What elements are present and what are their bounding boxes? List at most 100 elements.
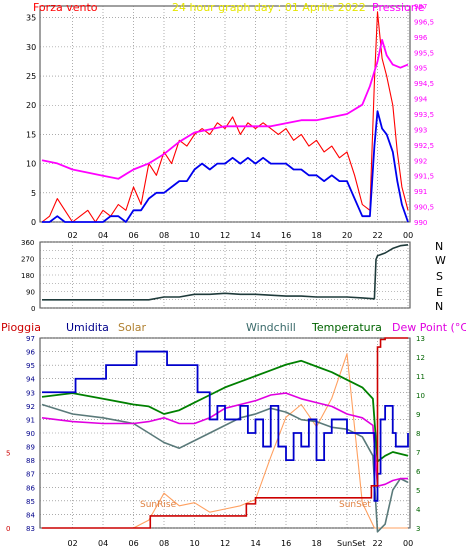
top-x-tick-label: 14 [251, 231, 261, 240]
bottom-y-left-tick-label: 92 [26, 403, 35, 411]
top-y-left-tick-label: 35 [26, 14, 36, 23]
wind-dir-tick-label: 360 [21, 239, 34, 247]
top-y-right-tick-label: 995,5 [414, 49, 434, 57]
compass-n-top: N [435, 240, 444, 253]
bottom-y-left-tick-label: 83 [26, 525, 35, 533]
wind-dir-tick-label: 270 [21, 256, 34, 264]
bottom-y-left-tick-label: 87 [26, 471, 35, 479]
bottom-x-tick-label: 22 [373, 539, 383, 548]
rain-line [42, 337, 408, 529]
top-y-left-tick-label: 10 [26, 160, 36, 169]
bottom-x-tick-label: 04 [98, 539, 108, 548]
top-y-right-tick-label: 992,5 [414, 142, 434, 150]
bottom-x-tick-label: 16 [281, 539, 291, 548]
bottom-y-right-tick-label: 5 [416, 487, 420, 495]
wind-dir-tick-label: 0 [31, 305, 35, 313]
top-x-tick-label: 18 [312, 231, 322, 240]
bottom-y-right-tick-label: 11 [416, 373, 425, 381]
top-x-tick-label: 12 [220, 231, 230, 240]
bottom-y-left-tick-label: 96 [26, 349, 35, 357]
bottom-y-left-tick-label: 84 [26, 511, 35, 519]
bottom-y-left-tick-label: 94 [26, 376, 35, 384]
bottom-y-left-tick-label: 88 [26, 457, 35, 465]
bottom-y-right-tick-label: 3 [416, 525, 420, 533]
top-y-right-tick-label: 991,5 [414, 173, 434, 181]
wind-average-line [42, 110, 409, 223]
bottom-x-tick-label: SunSet [337, 539, 365, 548]
legend-umidita: Umidita [66, 321, 109, 334]
wind-force-title: Forza vento [33, 1, 98, 14]
sunrise-label: SunRise [140, 500, 177, 510]
bottom-y-right-tick-label: 10 [416, 392, 425, 400]
legend-windchill: Windchill [246, 321, 296, 334]
top-y-right-tick-label: 993 [414, 126, 427, 134]
bottom-y-left-tick-label: 93 [26, 389, 35, 397]
compass-w: W [435, 254, 446, 267]
bottom-y-right-tick-label: 4 [416, 506, 421, 514]
sunset-label: SunSet [339, 500, 371, 510]
series-layer [41, 11, 409, 533]
pressure-title: Pressione [372, 1, 425, 14]
bottom-y-left-tick-label: 91 [26, 416, 35, 424]
top-y-right-tick-label: 992 [414, 157, 427, 165]
top-y-left-tick-label: 15 [26, 130, 36, 139]
bottom-x-tick-label: 18 [312, 539, 322, 548]
top-y-right-tick-label: 996 [414, 34, 428, 42]
top-y-right-tick-label: 990 [414, 219, 427, 227]
bottom-y-left-tick-label: 89 [26, 444, 35, 452]
top-x-tick-label: 00 [403, 231, 413, 240]
top-y-right-tick-label: 993,5 [414, 111, 434, 119]
bottom-x-tick-label: 10 [190, 539, 200, 548]
top-x-tick-label: 10 [190, 231, 200, 240]
top-x-tick-label: 16 [281, 231, 291, 240]
top-x-tick-label: 06 [129, 231, 139, 240]
top-y-right-tick-label: 994 [414, 96, 428, 104]
top-y-right-tick-label: 995 [414, 65, 427, 73]
tick-layer: 02020404060608081010121214141616181820Su… [6, 3, 434, 548]
page-title: 24 hour graph day : 01 Aprile 2022 [172, 1, 366, 14]
top-y-right-tick-label: 991 [414, 188, 427, 196]
bottom-y-left-tick-label: 86 [26, 484, 35, 492]
bottom-y-right-tick-label: 8 [416, 430, 420, 438]
legend-solar: Solar [118, 321, 147, 334]
top-x-tick-label: 02 [68, 231, 78, 240]
pressure-line [41, 39, 409, 180]
top-y-right-tick-label: 997 [414, 3, 427, 11]
top-y-left-tick-label: 20 [26, 101, 36, 110]
top-y-right-tick-label: 996,5 [414, 18, 434, 26]
bottom-y-right-tick-label: 13 [416, 335, 425, 343]
compass-s: S [436, 270, 443, 283]
rain-tick-label: 0 [6, 525, 10, 533]
legend-dewpoint: Dew Point (°C) [392, 321, 466, 334]
top-y-left-tick-label: 30 [26, 43, 36, 52]
top-x-tick-label: 22 [373, 231, 383, 240]
bottom-y-right-tick-label: 7 [416, 449, 420, 457]
top-y-left-tick-label: 0 [31, 218, 36, 227]
bottom-y-right-tick-label: 12 [416, 354, 425, 362]
compass-n-bottom: N [435, 300, 444, 313]
bottom-y-left-tick-label: 95 [26, 362, 35, 370]
bottom-x-tick-label: 06 [129, 539, 139, 548]
top-x-tick-label: 04 [98, 231, 108, 240]
wind-dir-tick-label: 180 [21, 272, 34, 280]
bottom-y-left-tick-label: 90 [26, 430, 35, 438]
bottom-x-tick-label: 08 [159, 539, 169, 548]
top-y-left-tick-label: 25 [26, 72, 36, 81]
wind-direction-line [42, 244, 409, 301]
top-x-tick-label: 20 [342, 231, 352, 240]
bottom-x-tick-label: 12 [220, 539, 230, 548]
compass-e: E [436, 286, 443, 299]
bottom-x-tick-label: 02 [68, 539, 78, 548]
bottom-y-left-tick-label: 97 [26, 335, 35, 343]
rain-tick-label: 5 [6, 450, 10, 458]
bottom-y-right-tick-label: 6 [416, 468, 421, 476]
legend-temperatura: Temperatura [312, 321, 382, 334]
bottom-y-right-tick-label: 9 [416, 411, 420, 419]
top-y-right-tick-label: 990,5 [414, 204, 434, 212]
top-x-tick-label: 08 [159, 231, 169, 240]
bottom-y-left-tick-label: 85 [26, 498, 35, 506]
top-y-right-tick-label: 994,5 [414, 80, 434, 88]
bottom-x-tick-label: 14 [251, 539, 261, 548]
